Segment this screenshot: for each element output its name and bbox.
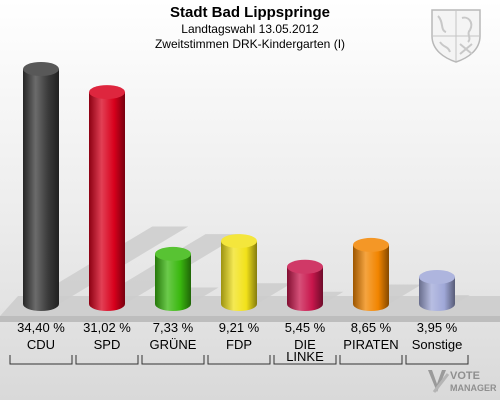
category-bracket (405, 355, 469, 365)
bar-piraten (353, 237, 389, 311)
value-label: 5,45 % (285, 320, 326, 335)
category-label: GRÜNE (150, 337, 197, 352)
value-label: 34,40 % (17, 320, 65, 335)
value-label: 7,33 % (153, 320, 194, 335)
value-label: 3,95 % (417, 320, 458, 335)
category-bracket (141, 355, 205, 365)
bar-fdp (221, 234, 257, 311)
coat-of-arms-icon (431, 9, 481, 63)
category-label: PIRATEN (343, 337, 398, 352)
category-label: CDU (27, 337, 55, 352)
category-bracket (273, 355, 337, 365)
bar-spd (89, 85, 125, 311)
bar-cdu (23, 62, 59, 311)
category-label: SPD (94, 337, 121, 352)
category-bracket (207, 355, 271, 365)
value-label: 8,65 % (351, 320, 392, 335)
chart-subsubtitle: Zweitstimmen DRK-Kindergarten (I) (154, 37, 346, 51)
category-label: DIE (294, 337, 316, 352)
category-bracket (75, 355, 139, 365)
bar-grüne (155, 246, 191, 311)
value-label: 31,02 % (83, 320, 131, 335)
category-label: LINKE (286, 349, 324, 364)
chart-subtitle: Landtagswahl 13.05.2012 (181, 22, 319, 36)
chart-title: Stadt Bad Lippspringe (169, 4, 330, 21)
bar-sonstige (419, 270, 455, 311)
value-label: 9,21 % (219, 320, 260, 335)
logo-text-manager: MANAGER (450, 383, 497, 393)
category-bracket (9, 355, 73, 365)
category-bracket (339, 355, 403, 365)
logo-text-vote: VOTE (450, 370, 480, 382)
bar-die-linke (287, 259, 323, 311)
category-label: Sonstige (412, 337, 463, 352)
vote-manager-logo: VOTE MANAGER (428, 370, 497, 393)
category-label: FDP (226, 337, 252, 352)
